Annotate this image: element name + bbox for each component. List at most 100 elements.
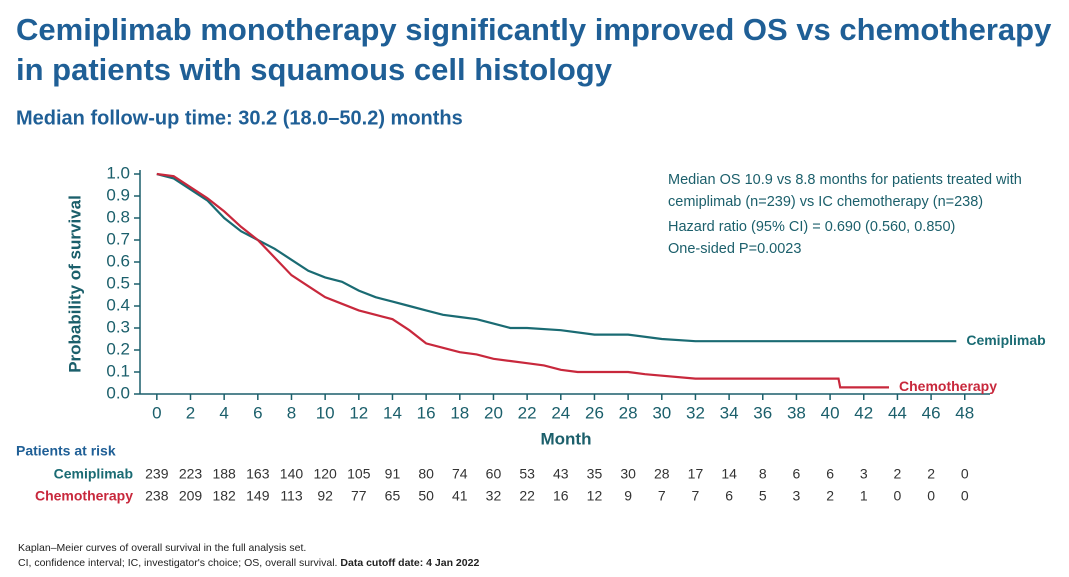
risk-count: 80 — [418, 466, 434, 482]
y-tick-label: 0.0 — [106, 383, 130, 402]
y-tick-label: 0.1 — [106, 361, 130, 380]
risk-count: 239 — [145, 466, 169, 482]
risk-count: 0 — [961, 466, 969, 482]
risk-count: 0 — [927, 488, 935, 504]
x-tick-label: 28 — [619, 403, 638, 422]
risk-count: 35 — [587, 466, 603, 482]
x-tick-label: 4 — [219, 403, 228, 422]
series-label: Cemiplimab — [966, 332, 1045, 348]
x-tick-label: 8 — [287, 403, 296, 422]
risk-title: Patients at risk — [16, 443, 116, 459]
risk-count: 113 — [280, 488, 303, 504]
annotation: Hazard ratio (95% CI) = 0.690 (0.560, 0.… — [668, 219, 955, 235]
risk-count: 223 — [179, 466, 203, 482]
x-tick-label: 6 — [253, 403, 262, 422]
risk-count: 22 — [519, 488, 535, 504]
x-tick-label: 18 — [450, 403, 469, 422]
risk-count: 50 — [418, 488, 434, 504]
survival-curve — [156, 172, 957, 343]
risk-count: 17 — [688, 466, 704, 482]
footnote-text: Data cutoff date: 4 Jan 2022 — [340, 557, 479, 569]
risk-count: 3 — [860, 466, 868, 482]
risk-count: 60 — [486, 466, 502, 482]
x-tick-label: 42 — [854, 403, 873, 422]
x-axis-label: Month — [541, 429, 592, 448]
risk-count: 65 — [385, 488, 401, 504]
y-tick-label: 0.5 — [106, 273, 130, 292]
x-tick-label: 16 — [417, 403, 436, 422]
risk-count: 140 — [280, 466, 304, 482]
x-tick-label: 34 — [720, 403, 739, 422]
y-tick-label: 0.6 — [106, 251, 130, 270]
risk-count: 43 — [553, 466, 569, 482]
subtitle: Median follow-up time: 30.2 (18.0–50.2) … — [16, 107, 463, 129]
risk-count: 149 — [246, 488, 270, 504]
x-tick-label: 46 — [922, 403, 941, 422]
x-tick-label: 12 — [349, 403, 368, 422]
risk-count: 92 — [317, 488, 333, 504]
series-label: Chemotherapy — [899, 378, 997, 394]
risk-count: 209 — [179, 488, 203, 504]
risk-count: 120 — [313, 466, 337, 482]
risk-count: 7 — [692, 488, 700, 504]
risk-count: 28 — [654, 466, 670, 482]
y-tick-label: 0.3 — [106, 317, 130, 336]
risk-count: 2 — [927, 466, 935, 482]
x-tick-label: 36 — [753, 403, 772, 422]
risk-count: 74 — [452, 466, 468, 482]
risk-count: 9 — [624, 488, 632, 504]
risk-count: 0 — [961, 488, 969, 504]
footnote: Kaplan–Meier curves of overall survival … — [18, 542, 306, 554]
risk-count: 8 — [759, 466, 767, 482]
x-tick-label: 38 — [787, 403, 806, 422]
risk-row-label: Chemotherapy — [35, 488, 133, 504]
risk-count: 188 — [212, 466, 236, 482]
annotation: cemiplimab (n=239) vs IC chemotherapy (n… — [668, 194, 983, 210]
x-tick-label: 48 — [955, 403, 974, 422]
risk-count: 3 — [793, 488, 801, 504]
risk-count: 182 — [212, 488, 236, 504]
risk-count: 5 — [759, 488, 767, 504]
title-line: Cemiplimab monotherapy significantly imp… — [16, 12, 1052, 47]
risk-count: 7 — [658, 488, 666, 504]
annotation: Median OS 10.9 vs 8.8 months for patient… — [668, 172, 1022, 188]
risk-count: 163 — [246, 466, 270, 482]
y-tick-label: 0.4 — [106, 295, 130, 314]
x-tick-label: 24 — [551, 403, 570, 422]
y-tick-label: 0.9 — [106, 185, 130, 204]
y-tick-label: 1.0 — [106, 163, 130, 182]
risk-count: 6 — [793, 466, 801, 482]
footnote: CI, confidence interval; IC, investigato… — [18, 557, 479, 569]
risk-count: 6 — [826, 466, 834, 482]
risk-count: 0 — [894, 488, 902, 504]
footnote-text: CI, confidence interval; IC, investigato… — [18, 557, 337, 569]
y-tick-label: 0.7 — [106, 229, 130, 248]
x-tick-label: 14 — [383, 403, 402, 422]
x-tick-label: 40 — [821, 403, 840, 422]
risk-count: 12 — [587, 488, 603, 504]
risk-count: 1 — [860, 488, 868, 504]
x-tick-label: 22 — [518, 403, 537, 422]
x-tick-label: 30 — [652, 403, 671, 422]
risk-count: 2 — [826, 488, 834, 504]
risk-count: 238 — [145, 488, 169, 504]
y-tick-label: 0.2 — [106, 339, 130, 358]
x-tick-label: 10 — [316, 403, 335, 422]
risk-row-label: Cemiplimab — [54, 466, 133, 482]
x-tick-label: 20 — [484, 403, 503, 422]
annotation: One-sided P=0.0023 — [668, 241, 801, 257]
risk-count: 16 — [553, 488, 569, 504]
survival-curve — [156, 172, 889, 389]
risk-count: 105 — [347, 466, 371, 482]
risk-count: 32 — [486, 488, 502, 504]
x-tick-label: 2 — [186, 403, 195, 422]
risk-count: 30 — [620, 466, 636, 482]
risk-count: 2 — [894, 466, 902, 482]
y-axis-label: Probability of survival — [65, 195, 84, 373]
risk-count: 14 — [721, 466, 737, 482]
title-line: in patients with squamous cell histology — [16, 52, 613, 87]
risk-count: 6 — [725, 488, 733, 504]
y-tick-label: 0.8 — [106, 207, 130, 226]
risk-count: 91 — [385, 466, 401, 482]
